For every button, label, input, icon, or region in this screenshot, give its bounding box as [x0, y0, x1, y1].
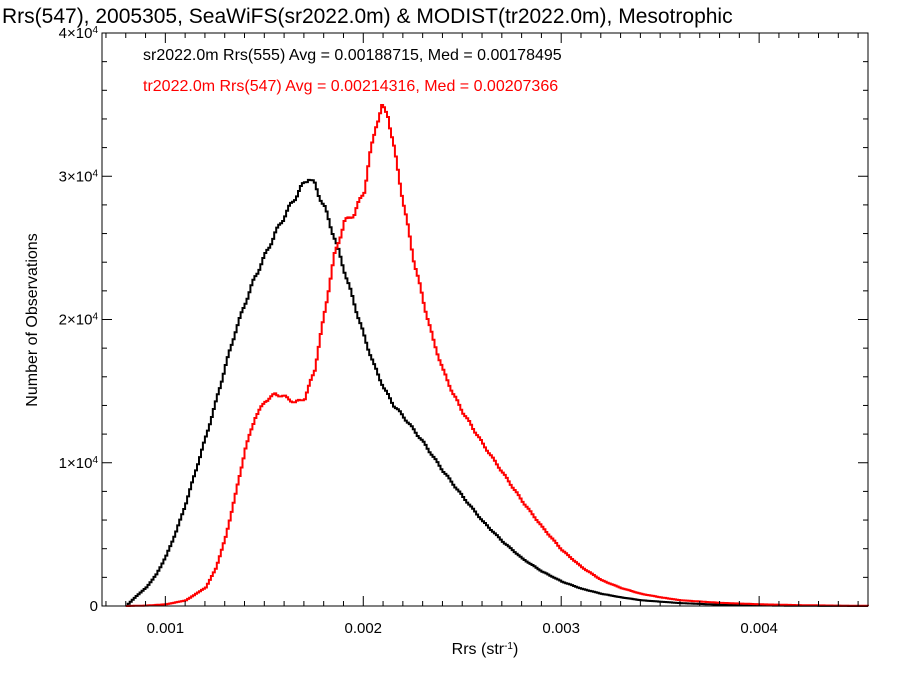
x-tick-label: 0.004 — [740, 620, 778, 637]
x-tick-label: 0.003 — [542, 620, 580, 637]
series-line-sr2022 — [125, 178, 868, 607]
y-tick-label: 4×104 — [59, 25, 99, 43]
x-axis-label: Rrs (str-1) — [452, 641, 519, 659]
plot-frame — [101, 32, 869, 607]
y-tick-mantissa: 4×10 — [59, 25, 93, 42]
y-tick-exponent: 4 — [92, 454, 98, 465]
x-axis-label-main: Rrs (str — [452, 641, 505, 658]
x-tick-label: 0.001 — [147, 620, 185, 637]
y-tick-mantissa: 3×10 — [59, 168, 93, 185]
legend-entry-sr2022: sr2022.0m Rrs(555) Avg = 0.00188715, Med… — [143, 47, 562, 64]
y-tick-exponent: 4 — [92, 25, 98, 36]
ticks-layer: 0.001 0.002 0.003 0.00401×1042×1043×1044×10… — [59, 25, 868, 637]
y-tick-exponent: 4 — [92, 311, 98, 322]
legend-entry-tr2022: tr2022.0m Rrs(547) Avg = 0.00214316, Med… — [143, 78, 558, 95]
y-tick-label: 2×104 — [59, 311, 99, 329]
y-tick-mantissa: 2×10 — [59, 312, 93, 329]
x-tick-label: 0.002 — [344, 620, 382, 637]
series-layer — [125, 104, 869, 607]
y-axis-label: Number of Observations — [24, 233, 41, 406]
y-tick-exponent: 4 — [92, 168, 98, 179]
x-axis-label-end: ) — [513, 641, 518, 658]
y-tick-mantissa: 1×10 — [59, 455, 93, 472]
y-tick-label: 3×104 — [59, 168, 99, 186]
series-line-tr2022 — [125, 104, 869, 607]
x-axis-label-sup: -1 — [504, 641, 513, 652]
chart-title: Rrs(547), 2005305, SeaWiFS(sr2022.0m) & … — [2, 5, 733, 28]
y-tick-label: 0 — [90, 598, 98, 615]
legend: sr2022.0m Rrs(555) Avg = 0.00188715, Med… — [143, 47, 562, 95]
y-tick-label: 1×104 — [59, 454, 99, 472]
y-tick-mantissa: 0 — [90, 598, 98, 615]
